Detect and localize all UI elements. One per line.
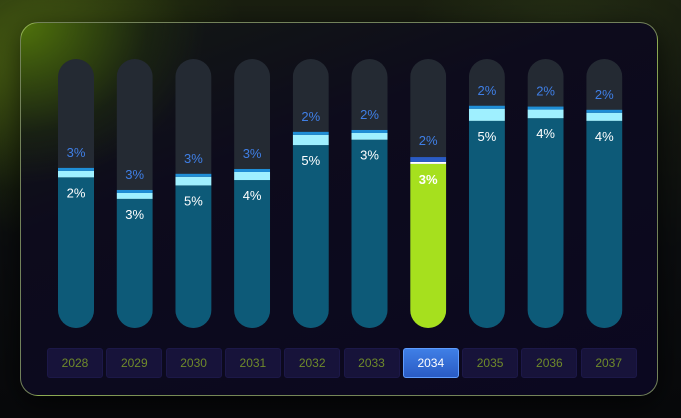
year-button-2034[interactable]: 2034 (402, 348, 459, 378)
label-upper-2035: 2% (478, 83, 497, 98)
label-upper-2031: 3% (243, 146, 262, 161)
label-lower-2032: 5% (301, 153, 320, 168)
bar-segment-2029 (116, 192, 153, 199)
bar-group-2036 (527, 59, 564, 328)
bar-segment-2028 (58, 170, 94, 178)
year-button-2033[interactable]: 2033 (343, 348, 400, 378)
bar-fill-2030 (175, 185, 212, 328)
year-selector: 2028 2029 2030 2031 2032 2033 2034 2035 2036 2037 (47, 348, 639, 380)
bar-fill-2037 (586, 120, 623, 328)
label-upper-2034: 2% (419, 133, 438, 148)
bar-group-2028 (58, 59, 94, 328)
bar-segment-2035 (468, 108, 505, 121)
label-upper-2029: 3% (125, 167, 144, 182)
year-button-2031[interactable]: 2031 (224, 348, 281, 378)
bar-fill-2028 (58, 177, 94, 328)
bar-fill-2035 (468, 120, 505, 328)
bar-segment-edge-2035 (468, 105, 505, 109)
year-button-2029[interactable]: 2029 (106, 348, 163, 378)
bar-segment-2037 (586, 112, 623, 121)
bar-chart: 3% 2% 3% 3% 3% 5% 3% 4% 2% 5% 2% 3% 2% 3% 2% 5% 2% 4% 2% 4% (58, 59, 623, 328)
label-lower-2034: 3% (419, 172, 438, 187)
bar-group-2035 (468, 59, 505, 328)
label-lower-2036: 4% (536, 126, 555, 141)
bar-fill-2032 (292, 145, 329, 328)
label-lower-2031: 4% (243, 188, 262, 203)
bar-fill-2034 (410, 163, 447, 328)
year-button-2028[interactable]: 2028 (47, 348, 103, 378)
chart-panel: 3% 2% 3% 3% 3% 5% 3% 4% 2% 5% 2% 3% 2% 3% 2% 5% 2% 4% 2% 4%… (20, 22, 658, 396)
label-lower-2028: 2% (67, 185, 86, 200)
year-button-2036[interactable]: 2036 (521, 348, 578, 378)
bar-cap-line-2034 (410, 161, 447, 164)
year-button-2030[interactable]: 2030 (165, 348, 222, 378)
bar-segment-2036 (527, 109, 564, 119)
bar-group-2037 (586, 59, 623, 328)
label-lower-2037: 4% (595, 129, 614, 144)
label-upper-2028: 3% (67, 145, 86, 160)
bar-fill-2033 (351, 139, 388, 328)
label-lower-2035: 5% (478, 129, 497, 144)
bar-segment-edge-2037 (586, 109, 623, 113)
bar-segment-edge-2029 (116, 189, 153, 193)
label-lower-2029: 3% (125, 207, 144, 222)
bar-segment-2031 (234, 171, 271, 181)
label-lower-2030: 5% (184, 193, 203, 208)
bar-segment-2033 (351, 132, 388, 140)
label-upper-2032: 2% (301, 109, 320, 124)
bar-segment-2034 (410, 157, 447, 162)
bar-segment-edge-2032 (292, 131, 329, 135)
label-upper-2033: 2% (360, 107, 379, 122)
year-button-2037[interactable]: 2037 (580, 348, 637, 378)
bar-segment-edge-2036 (527, 106, 564, 110)
bar-segment-edge-2028 (58, 167, 94, 171)
bar-group-2034 (410, 59, 447, 328)
bar-segment-2032 (292, 134, 329, 146)
bar-fill-2031 (234, 180, 271, 328)
year-button-2032[interactable]: 2032 (284, 348, 341, 378)
bar-segment-edge-2033 (351, 129, 388, 133)
bar-fill-2029 (116, 198, 153, 328)
bar-group-2030 (175, 59, 212, 328)
bar-segment-2030 (175, 176, 212, 186)
bar-fill-2036 (527, 118, 564, 328)
year-button-2035[interactable]: 2035 (462, 348, 519, 378)
label-upper-2036: 2% (536, 84, 555, 99)
bar-group-2033 (351, 59, 388, 328)
label-upper-2037: 2% (595, 87, 614, 102)
bar-group-2032 (292, 59, 329, 328)
bar-group-2029 (116, 59, 153, 328)
label-lower-2033: 3% (360, 148, 379, 163)
label-upper-2030: 3% (184, 151, 203, 166)
bar-segment-edge-2030 (175, 173, 212, 177)
bar-group-2031 (234, 59, 271, 328)
bar-segment-edge-2031 (234, 168, 271, 172)
